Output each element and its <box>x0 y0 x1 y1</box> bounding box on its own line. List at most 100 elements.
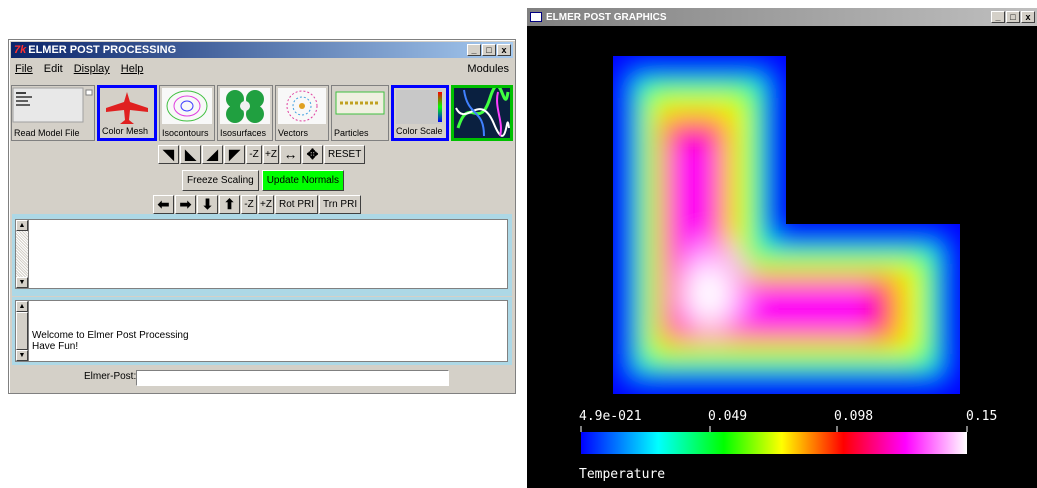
menu-display[interactable]: Display <box>73 63 110 75</box>
move-left-button[interactable]: ⬅ <box>153 195 174 214</box>
isosurfaces-button[interactable]: Isosurfaces <box>217 85 273 141</box>
close-button[interactable]: x <box>497 44 511 56</box>
menu-bar: File Edit Display Help Modules <box>9 60 515 78</box>
output-frame: ▲ ▼ <box>12 214 512 296</box>
arrow-curve-left-icon: ◢ <box>207 146 218 162</box>
rotate-toolbar: ◥ ◣ ◢ ◤ -Z +Z ↔ ✥ RESET <box>158 145 366 164</box>
rot-pri-button[interactable]: Rot PRI <box>275 195 319 214</box>
graphics-minimize-button[interactable]: _ <box>991 11 1005 23</box>
message-frame: ▲ ▼ Welcome to Elmer Post Processing Hav… <box>12 297 512 365</box>
rotate-plus-z-button[interactable]: +Z <box>263 145 279 164</box>
window-title: ELMER POST PROCESSING <box>28 44 177 56</box>
scroll-up-icon[interactable]: ▲ <box>16 220 28 231</box>
read-model-file-label: Read Model File <box>14 128 80 138</box>
window-app-icon <box>530 12 542 22</box>
move-up-button[interactable]: ⬆ <box>219 195 240 214</box>
maximize-button[interactable]: □ <box>482 44 496 56</box>
arrows-horizontal-icon: ↔ <box>283 146 298 162</box>
scaling-toolbar: Freeze Scaling Update Normals <box>182 170 344 191</box>
graphics-close-button[interactable]: x <box>1021 11 1035 23</box>
scroll-down-icon[interactable]: ▼ <box>16 277 28 288</box>
scroll-up-icon[interactable]: ▲ <box>16 301 28 312</box>
title-bar: 7k ELMER POST PROCESSING _ □ x <box>11 42 513 58</box>
menu-file[interactable]: File <box>15 63 33 75</box>
arrow-right-icon: ➡ <box>179 196 192 212</box>
output-scrollbar[interactable]: ▲ ▼ <box>16 220 29 288</box>
rotate-left-button[interactable]: ◢ <box>202 145 223 164</box>
move-right-button[interactable]: ➡ <box>175 195 196 214</box>
message-line: Have Fun! <box>32 341 79 352</box>
arrow-curve-up-icon: ◥ <box>163 146 174 162</box>
message-line: Welcome to Elmer Post Processing <box>32 330 189 341</box>
rotate-down-right-button[interactable]: ◣ <box>180 145 201 164</box>
move-down-button[interactable]: ⬇ <box>197 195 218 214</box>
translate-toolbar: ⬅ ➡ ⬇ ⬆ -Z +Z Rot PRI Trn PRI <box>153 195 362 214</box>
color-mesh-label: Color Mesh <box>102 126 149 136</box>
output-textarea[interactable]: ▲ ▼ <box>15 219 508 289</box>
scale-tick-label: 0.098 <box>834 409 873 424</box>
streamlines-icon <box>454 84 510 138</box>
scale-tick-label: 0.049 <box>708 409 747 424</box>
command-label: Elmer-Post: <box>84 371 137 382</box>
graphics-window: ELMER POST GRAPHICS _ □ x <box>527 8 1037 488</box>
minimize-button[interactable]: _ <box>467 44 481 56</box>
isosurfaces-icon <box>220 88 270 124</box>
menu-modules[interactable]: Modules <box>467 63 509 75</box>
arrow-down-icon: ⬇ <box>201 196 214 212</box>
arrow-curve-down-icon: ◣ <box>185 146 196 162</box>
vectors-label: Vectors <box>278 128 309 138</box>
particles-button[interactable]: Particles <box>331 85 389 141</box>
menu-edit[interactable]: Edit <box>43 63 63 75</box>
post-processing-window: 7k ELMER POST PROCESSING _ □ x File Edit… <box>8 39 516 394</box>
arrow-left-icon: ⬅ <box>157 196 170 212</box>
scroll-thumb[interactable] <box>16 312 28 350</box>
rotate-minus-z-button[interactable]: -Z <box>246 145 262 164</box>
isocontours-icon <box>162 88 212 124</box>
message-scrollbar[interactable]: ▲ ▼ <box>16 301 29 361</box>
reset-button[interactable]: RESET <box>324 145 366 164</box>
color-scale-button[interactable]: Color Scale <box>391 85 449 141</box>
color-scale-bar <box>581 432 967 454</box>
move-plus-z-button[interactable]: +Z <box>258 195 274 214</box>
arrow-curve-right-icon: ◤ <box>229 146 240 162</box>
scroll-down-icon[interactable]: ▼ <box>16 350 28 361</box>
tool-bar: Read Model File Color Mesh Isocontours <box>11 84 515 143</box>
menu-help[interactable]: Help <box>120 63 144 75</box>
move-minus-z-button[interactable]: -Z <box>241 195 257 214</box>
isocontours-button[interactable]: Isocontours <box>159 85 215 141</box>
scale-variable-label: Temperature <box>579 467 665 482</box>
rotate-all-button[interactable]: ✥ <box>302 145 323 164</box>
scale-tick-label: 0.15 <box>966 409 997 424</box>
rotate-right-button[interactable]: ◤ <box>224 145 245 164</box>
airplane-mesh-icon <box>106 92 148 124</box>
message-textarea[interactable]: ▲ ▼ Welcome to Elmer Post Processing Hav… <box>15 300 508 362</box>
l-shaped-domain <box>613 56 960 394</box>
read-model-file-button[interactable]: Read Model File <box>11 85 95 141</box>
freeze-scaling-button[interactable]: Freeze Scaling <box>182 170 259 191</box>
rotate-horizontal-button[interactable]: ↔ <box>280 145 301 164</box>
color-scale-legend: 4.9e-021 0.049 0.098 0.15 Temperature <box>579 409 997 482</box>
particles-label: Particles <box>334 128 369 138</box>
command-input[interactable] <box>136 370 449 386</box>
color-scale-icon <box>396 90 442 124</box>
model-file-thumbnail-icon <box>12 87 93 123</box>
vectors-icon <box>278 88 326 124</box>
arrows-cross-icon: ✥ <box>306 146 319 162</box>
rotate-up-left-button[interactable]: ◥ <box>158 145 179 164</box>
graphics-maximize-button[interactable]: □ <box>1006 11 1020 23</box>
graphics-title-bar: ELMER POST GRAPHICS _ □ x <box>527 8 1037 26</box>
particles-icon <box>335 91 385 115</box>
tk-logo-icon: 7k <box>14 44 27 56</box>
isocontours-label: Isocontours <box>162 128 209 138</box>
update-normals-button[interactable]: Update Normals <box>261 170 344 191</box>
graphics-window-title: ELMER POST GRAPHICS <box>546 11 667 23</box>
color-mesh-button[interactable]: Color Mesh <box>97 85 157 141</box>
isosurfaces-label: Isosurfaces <box>220 128 267 138</box>
arrow-up-icon: ⬆ <box>223 196 236 212</box>
scale-tick-label: 4.9e-021 <box>579 409 642 424</box>
trn-pri-button[interactable]: Trn PRI <box>319 195 362 214</box>
vectors-button[interactable]: Vectors <box>275 85 329 141</box>
color-scale-label: Color Scale <box>396 126 443 136</box>
temperature-plot[interactable]: 4.9e-021 0.049 0.098 0.15 Temperature <box>527 26 1037 488</box>
streamlines-button[interactable] <box>451 84 513 141</box>
